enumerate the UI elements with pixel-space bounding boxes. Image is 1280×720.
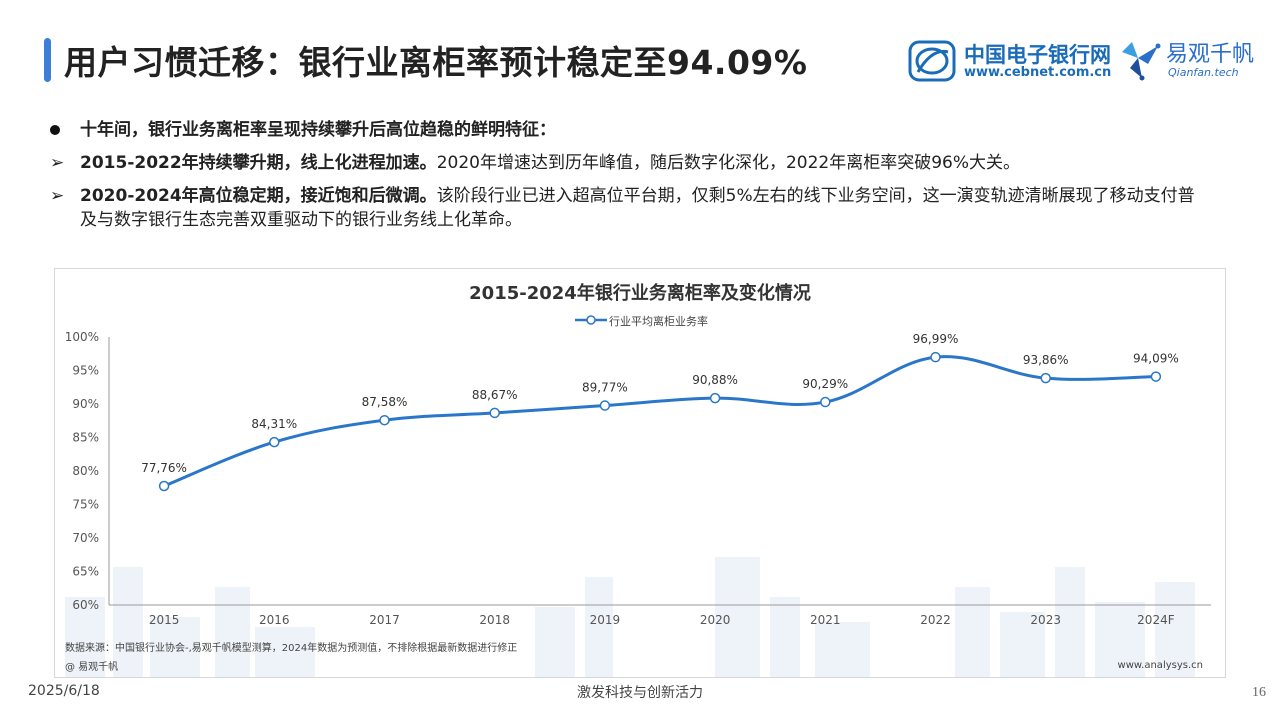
data-label: 96,99%: [913, 332, 959, 346]
bullet-stable-phase: ➢ 2020-2024年高位稳定期，接近饱和后微调。该阶段行业已进入超高位平台期…: [50, 184, 1210, 232]
chart-title: 2015-2024年银行业务离柜率及变化情况: [469, 283, 811, 304]
y-tick-label: 70%: [72, 531, 99, 545]
summary-bullets: 十年间，银行业务离柜率呈现持续攀升后高位趋稳的鲜明特征： ➢ 2015-2022…: [50, 118, 1210, 241]
y-tick-label: 90%: [72, 397, 99, 411]
x-tick-label: 2024F: [1137, 613, 1175, 627]
bullet-overview-bold: 十年间，银行业务离柜率呈现持续攀升后高位趋稳的鲜明特征：: [80, 120, 556, 140]
arrow-bullet-icon: ➢: [50, 186, 65, 206]
y-tick-label: 75%: [72, 498, 99, 512]
cebnet-logo: 中国电子银行网 www.cebnet.com.cn: [908, 37, 1112, 85]
data-source-note: 数据来源：中国银行业协会-,易观千帆模型测算，2024年数据为预测值，不排除根据…: [65, 643, 518, 654]
bullet-overview: 十年间，银行业务离柜率呈现持续攀升后高位趋稳的鲜明特征：: [50, 118, 1210, 142]
data-label: 84,31%: [251, 417, 297, 431]
data-label: 93,86%: [1023, 353, 1069, 367]
page-title: 用户习惯迁移：银行业离柜率预计稳定至94.09%: [64, 43, 808, 82]
qianfan-name: 易观千帆: [1166, 42, 1255, 67]
x-tick-label: 2020: [700, 613, 731, 627]
x-tick-label: 2021: [810, 613, 841, 627]
data-point: [1150, 371, 1162, 382]
data-label: 88,67%: [472, 388, 518, 402]
line-chart: 60% 65% 70% 75% 80% 85% 90% 95% 100% 2015 2016 2017…: [65, 330, 1211, 627]
qianfan-en-name: Qianfan.tech: [1168, 66, 1239, 79]
x-tick-label: 2019: [590, 613, 621, 627]
y-tick-label: 85%: [72, 431, 99, 445]
data-point: [1040, 372, 1051, 384]
cebnet-logo-icon: [908, 40, 956, 82]
qianfan-logo: 易观千帆 Qianfan.tech: [1118, 36, 1268, 84]
data-label: 94,09%: [1133, 352, 1179, 366]
bullet-stable-text: 该阶段行业已进入超高位平台期，仅剩5%左右的线下业务空间，这一演变轨迹清晰展现了…: [80, 186, 1195, 230]
data-point: [820, 396, 831, 408]
data-point: [930, 351, 941, 363]
y-tick-label: 100%: [65, 330, 99, 344]
data-label: 90,29%: [802, 377, 848, 391]
bullet-dot-icon: [50, 125, 60, 135]
footer-date: 2025/6/18: [28, 683, 100, 699]
bullet-growth-bold: 2015-2022年持续攀升期，线上化进程加速。: [80, 153, 437, 173]
data-label: 89,77%: [582, 381, 628, 395]
legend-line-marker: [575, 315, 607, 325]
cebnet-url: www.cebnet.com.cn: [964, 65, 1112, 80]
y-tick-label: 60%: [72, 598, 99, 612]
data-point: [599, 400, 611, 411]
city-skyline-watermark: [65, 557, 1195, 677]
bullet-growth-text: 2020年增速达到历年峰值，随后数字化深化，2022年离柜率突破96%大关。: [436, 153, 1020, 173]
y-tick-label: 80%: [72, 464, 99, 478]
bullet-stable-bold: 2020-2024年高位稳定期，接近饱和后微调。: [80, 186, 437, 206]
x-tick-label: 2023: [1030, 613, 1061, 627]
chart-credit: @ 易观千帆: [65, 662, 119, 673]
data-point: [709, 392, 721, 404]
chart-panel: 2015-2024年银行业务离柜率及变化情况 行业平均离柜业务率 60% 65% 7…: [54, 268, 1226, 678]
x-tick-label: 2018: [479, 613, 510, 627]
bullet-growth-phase: ➢ 2015-2022年持续攀升期，线上化进程加速。2020年增速达到历年峰值，…: [50, 151, 1210, 175]
y-tick-label: 95%: [72, 364, 99, 378]
x-tick-label: 2016: [259, 613, 290, 627]
x-tick-label: 2022: [920, 613, 951, 627]
footer-slogan: 激发科技与创新活力: [577, 685, 703, 701]
data-point: [269, 436, 280, 448]
x-tick-label: 2017: [369, 613, 400, 627]
page-number: 16: [1252, 685, 1266, 700]
arrow-bullet-icon: ➢: [50, 153, 65, 173]
data-label: 87,58%: [362, 395, 408, 409]
data-label: 77,76%: [141, 461, 187, 475]
qianfan-logo-icon: [1122, 42, 1161, 81]
data-point: [379, 414, 390, 426]
data-label: 90,88%: [692, 373, 738, 387]
y-tick-label: 65%: [72, 565, 99, 579]
data-point: [158, 480, 170, 492]
series-line: [163, 355, 1156, 488]
x-tick-label: 2015: [149, 613, 180, 627]
cebnet-name: 中国电子银行网: [964, 43, 1111, 67]
title-accent-bar: [44, 38, 51, 82]
data-point: [489, 407, 500, 419]
legend-series-name: 行业平均离柜业务率: [609, 315, 708, 328]
analysys-site: www.analysys.cn: [1117, 660, 1203, 671]
